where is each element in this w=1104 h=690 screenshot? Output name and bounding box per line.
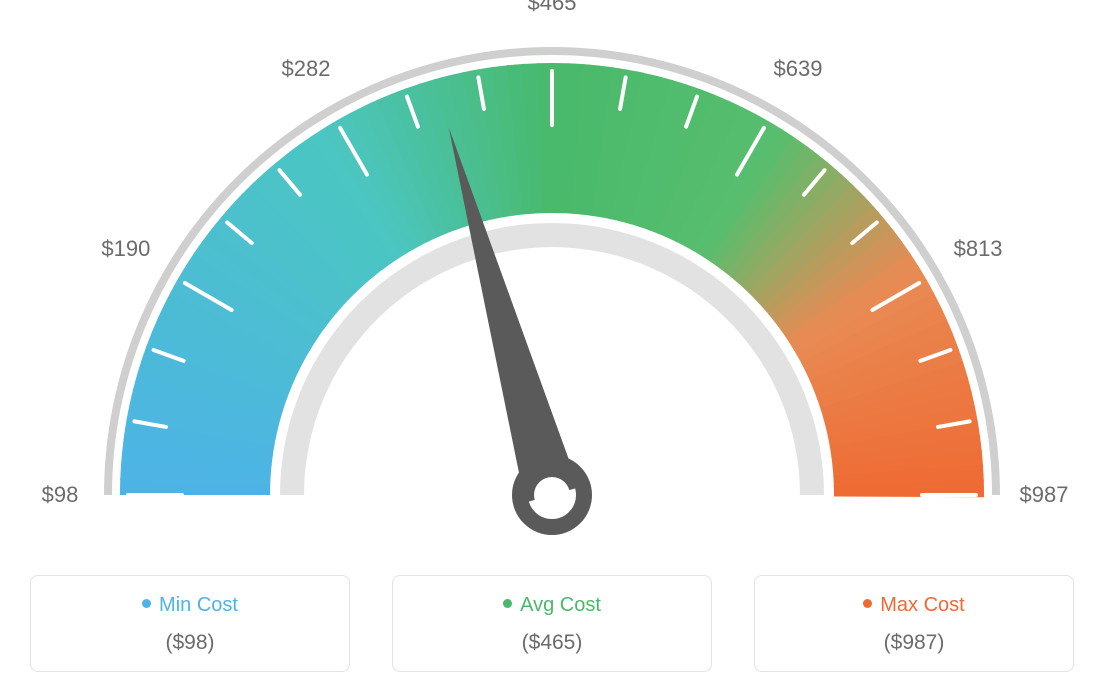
legend-avg-label: Avg Cost	[520, 594, 601, 616]
gauge-area: $98 $190 $282 $465 $639 $813 $987	[0, 0, 1104, 560]
legend-row: Min Cost ($98) Avg Cost ($465) Max Cost …	[0, 575, 1104, 672]
gauge-tick-label: $465	[528, 0, 577, 16]
gauge-tick-label: $190	[101, 236, 150, 262]
cost-gauge-chart: $98 $190 $282 $465 $639 $813 $987 Min Cost ($9…	[0, 0, 1104, 690]
gauge-svg	[0, 0, 1104, 560]
legend-avg-title: Avg Cost	[403, 594, 701, 617]
legend-card-max: Max Cost ($987)	[754, 575, 1074, 672]
legend-min-label: Min Cost	[159, 594, 238, 616]
legend-card-avg: Avg Cost ($465)	[392, 575, 712, 672]
legend-max-label: Max Cost	[880, 594, 964, 616]
legend-max-value: ($987)	[765, 631, 1063, 655]
legend-min-title: Min Cost	[41, 594, 339, 617]
legend-min-value: ($98)	[41, 631, 339, 655]
legend-max-dot	[863, 599, 872, 608]
gauge-tick-label: $639	[774, 56, 823, 82]
legend-avg-value: ($465)	[403, 631, 701, 655]
legend-avg-dot	[503, 599, 512, 608]
gauge-tick-label: $282	[282, 56, 331, 82]
gauge-tick-label: $813	[954, 236, 1003, 262]
gauge-tick-label: $98	[42, 482, 79, 508]
legend-card-min: Min Cost ($98)	[30, 575, 350, 672]
gauge-tick-label: $987	[1020, 482, 1069, 508]
legend-max-title: Max Cost	[765, 594, 1063, 617]
legend-min-dot	[142, 599, 151, 608]
